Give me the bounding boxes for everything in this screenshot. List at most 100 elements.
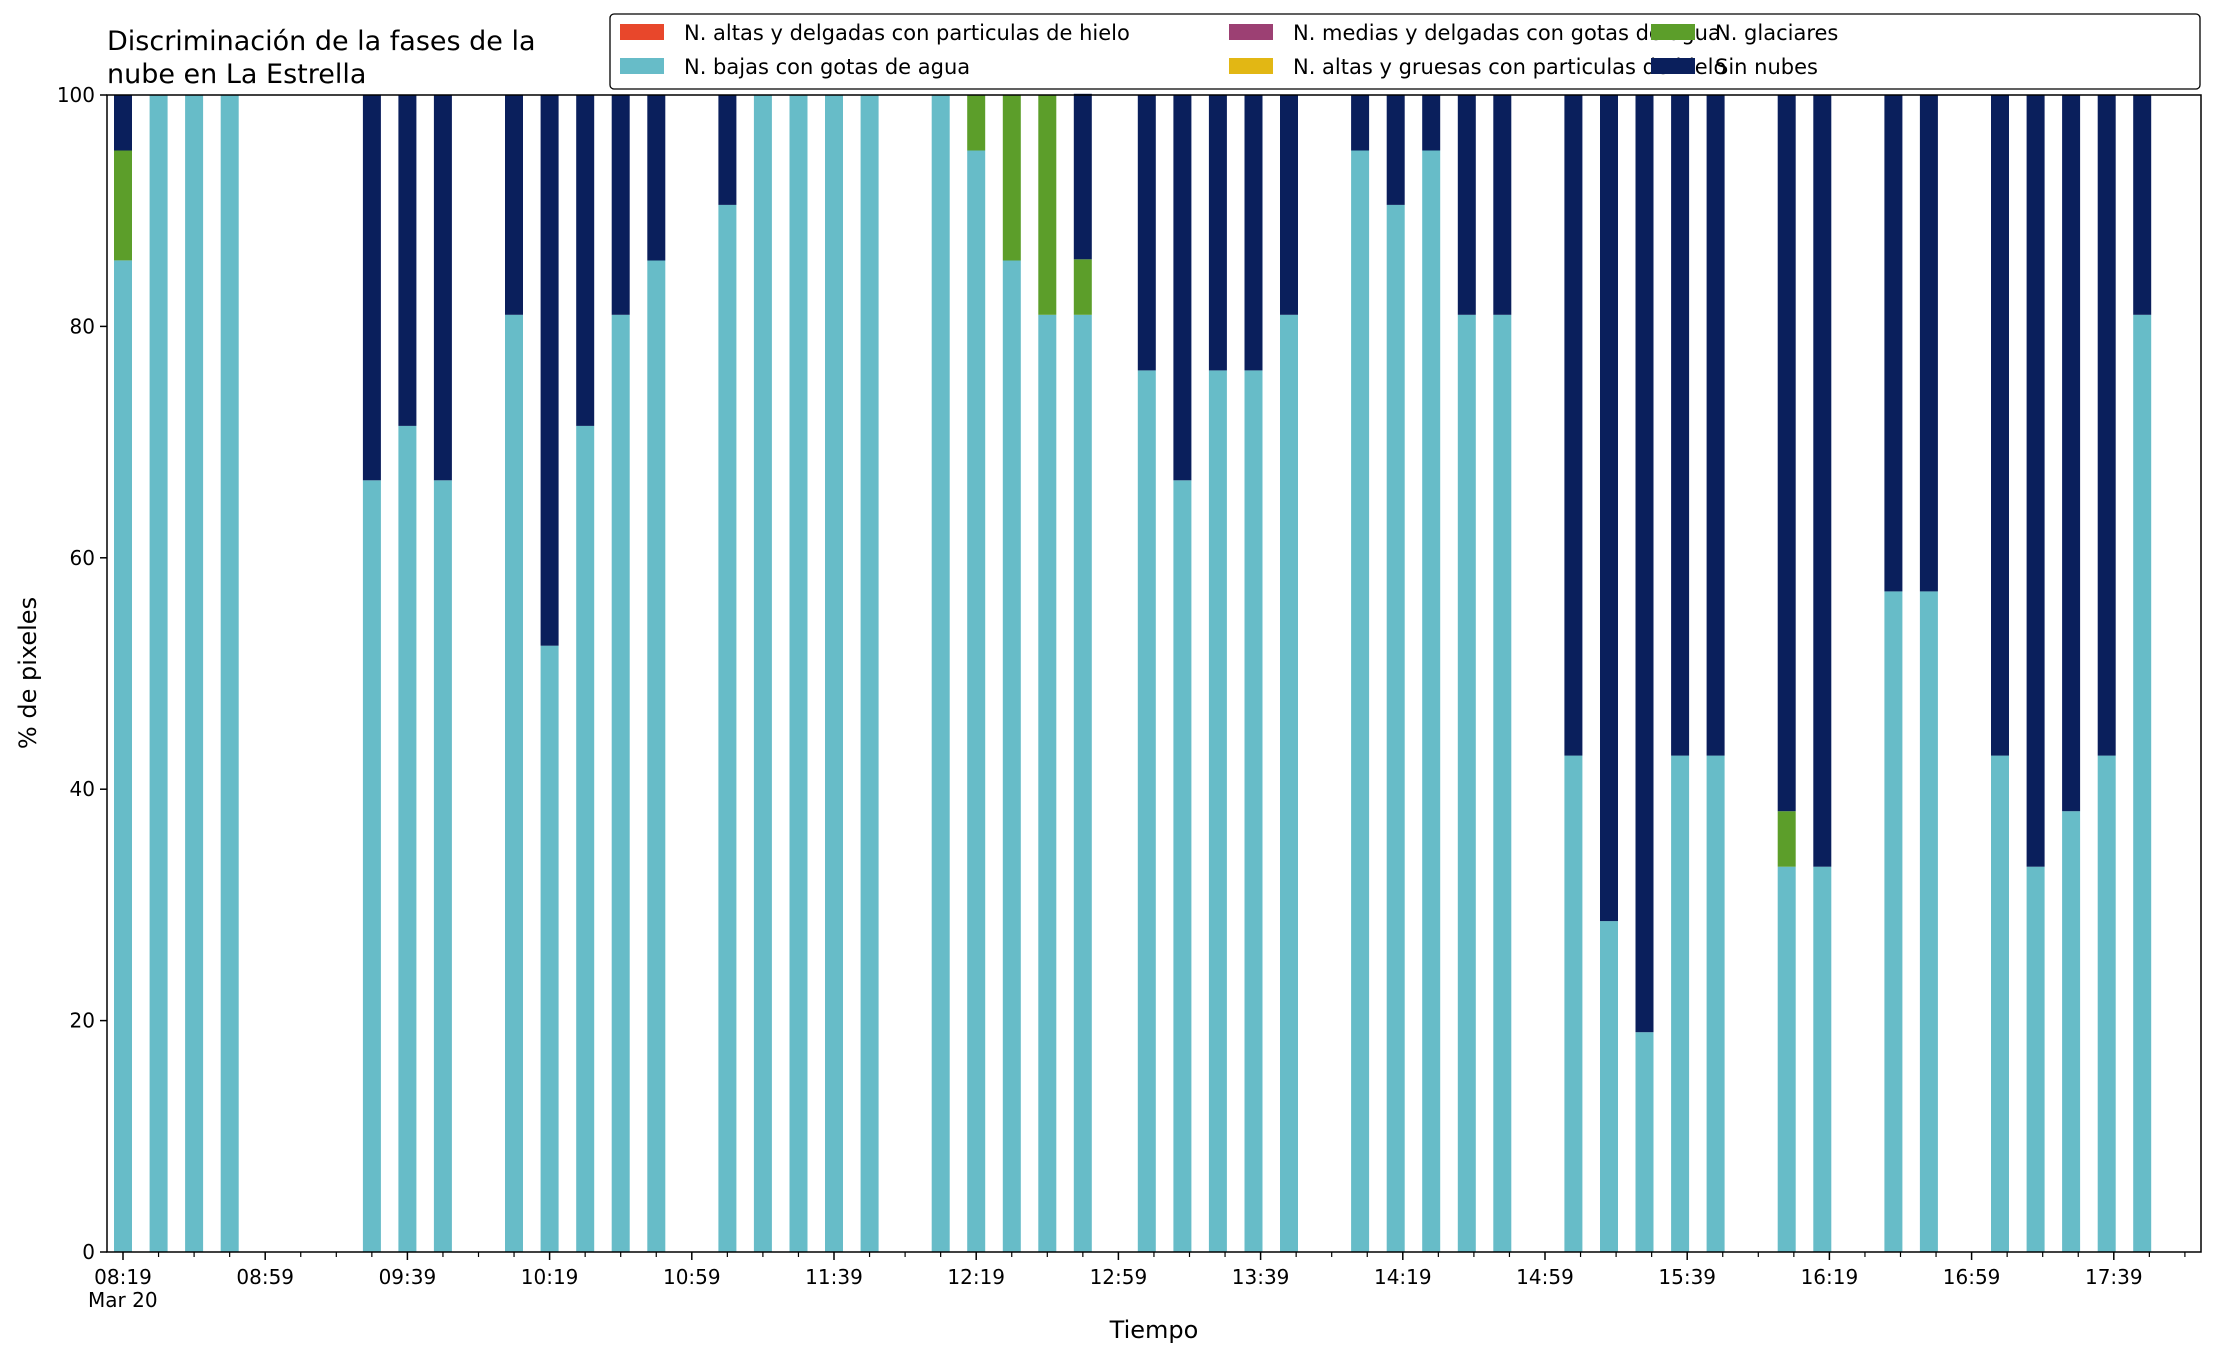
bar-segment-31-2 [1493, 314, 1512, 1252]
bar-segment-32-2 [1564, 755, 1583, 1252]
bar-segment-22-2 [1137, 370, 1156, 1252]
x-axis: 08:19 08:59 09:39 10:19 10:59 11:39 12:19 12:59… [94, 1252, 2186, 1289]
bar-segment-15-2 [825, 95, 843, 1252]
legend-swatch [1229, 58, 1273, 74]
bar-segment-37-2 [1777, 866, 1796, 1252]
bar-segment-26-5 [1280, 95, 1298, 315]
bar-segment-44-2 [2097, 755, 2116, 1252]
x-tick-label: 14:19 [1374, 1265, 1432, 1289]
bar-segment-3-2 [220, 95, 239, 1252]
bar-segment-19-2 [1002, 260, 1021, 1252]
bar-segment-29-5 [1422, 95, 1441, 151]
x-tick-label: 14:59 [1516, 1265, 1574, 1289]
bar-segment-33-2 [1600, 921, 1618, 1252]
bar-segment-42-2 [2026, 866, 2045, 1252]
bar-segment-32-5 [1564, 95, 1583, 756]
bar-segment-20-2 [1038, 314, 1057, 1252]
x-tick-label: 16:59 [1943, 1265, 2001, 1289]
bar-segment-7-2 [505, 314, 523, 1252]
bar-segment-22-5 [1137, 95, 1156, 371]
legend-swatch [1229, 24, 1273, 40]
bar-segment-40-5 [1919, 95, 1938, 592]
bar-segment-43-5 [2062, 95, 2081, 812]
y-tick-label: 40 [70, 777, 95, 801]
bar-segment-11-2 [647, 260, 666, 1252]
x-tick-label: 10:19 [521, 1265, 579, 1289]
y-axis: 0 20 40 60 80 100 [57, 83, 107, 1264]
bar-segment-28-5 [1386, 95, 1405, 205]
y-tick-label: 80 [70, 314, 95, 338]
bar-segment-39-2 [1884, 591, 1903, 1252]
bar-segment-34-2 [1635, 1032, 1654, 1252]
bar-segment-37-5 [1777, 95, 1796, 812]
y-tick-label: 60 [70, 546, 95, 570]
legend-swatch [620, 58, 664, 74]
bar-segment-24-5 [1208, 95, 1227, 371]
bar-segment-0-3 [114, 150, 132, 261]
x-date-label: Mar 20 [88, 1288, 158, 1312]
y-axis-label: % de pixeles [14, 597, 42, 749]
bar-segment-13-2 [753, 95, 772, 1252]
chart-title-line-2: nube en La Estrella [107, 59, 366, 90]
bar-segment-19-3 [1002, 95, 1021, 261]
bars-layer [114, 93, 2152, 1252]
bar-segment-45-2 [2133, 314, 2152, 1252]
bar-segment-5-2 [398, 425, 417, 1252]
bar-segment-21-3 [1073, 259, 1092, 315]
bar-segment-4-5 [362, 95, 381, 481]
bar-segment-30-5 [1457, 95, 1476, 315]
bar-segment-29-2 [1422, 150, 1441, 1252]
bar-segment-40-2 [1919, 591, 1938, 1252]
chart-title-line-1: Discriminación de la fases de la [107, 26, 536, 57]
x-tick-label: 16:19 [1801, 1265, 1859, 1289]
bar-segment-6-5 [433, 95, 452, 481]
bar-segment-28-2 [1386, 204, 1405, 1252]
bar-segment-23-2 [1173, 480, 1192, 1252]
bar-segment-39-5 [1884, 95, 1903, 592]
bar-segment-2-2 [185, 95, 204, 1252]
x-tick-label: 10:59 [663, 1265, 721, 1289]
bar-segment-41-2 [1991, 755, 2009, 1252]
x-tick-label: 08:19 [94, 1265, 152, 1289]
bar-segment-10-5 [611, 95, 630, 315]
x-tick-label: 13:39 [1232, 1265, 1290, 1289]
bar-segment-18-3 [967, 95, 986, 151]
legend-label: N. altas y delgadas con particulas de hi… [684, 21, 1130, 45]
bar-segment-4-2 [362, 480, 381, 1252]
bar-segment-20-3 [1038, 95, 1057, 315]
bar-segment-7-5 [505, 95, 523, 315]
bar-segment-34-5 [1635, 95, 1654, 1033]
bar-segment-38-2 [1813, 866, 1832, 1252]
bar-segment-11-5 [647, 95, 666, 261]
x-tick-label: 15:39 [1658, 1265, 1716, 1289]
bar-segment-0-5 [114, 95, 132, 151]
legend-label: N. medias y delgadas con gotas de agua [1293, 21, 1721, 45]
bar-segment-36-2 [1706, 755, 1725, 1252]
bar-segment-42-5 [2026, 95, 2045, 867]
legend-label: N. glaciares [1715, 21, 1838, 45]
bar-segment-10-2 [611, 314, 630, 1252]
legend-swatch [1651, 58, 1695, 74]
bar-segment-16-2 [860, 95, 879, 1252]
y-tick-label: 0 [82, 1240, 95, 1264]
x-tick-label: 08:59 [236, 1265, 294, 1289]
x-axis-label: Tiempo [1109, 1316, 1199, 1344]
legend-entries: N. altas y delgadas con particulas de hi… [620, 21, 1838, 79]
bar-segment-12-2 [718, 204, 737, 1252]
bar-segment-43-2 [2062, 811, 2081, 1252]
bar-segment-36-5 [1706, 95, 1725, 756]
bar-segment-33-5 [1600, 95, 1618, 922]
x-tick-label: 09:39 [379, 1265, 437, 1289]
bar-segment-9-2 [576, 425, 595, 1252]
bar-segment-21-5 [1073, 93, 1092, 260]
x-tick-label: 11:39 [805, 1265, 863, 1289]
bar-segment-30-2 [1457, 314, 1476, 1252]
legend-swatch [1651, 24, 1695, 40]
bar-segment-17-2 [931, 95, 950, 1252]
bar-segment-24-2 [1208, 370, 1227, 1252]
x-tick-label: 12:59 [1090, 1265, 1148, 1289]
bar-segment-35-5 [1671, 95, 1690, 756]
bar-segment-8-5 [540, 95, 559, 646]
bar-segment-25-2 [1244, 370, 1263, 1252]
